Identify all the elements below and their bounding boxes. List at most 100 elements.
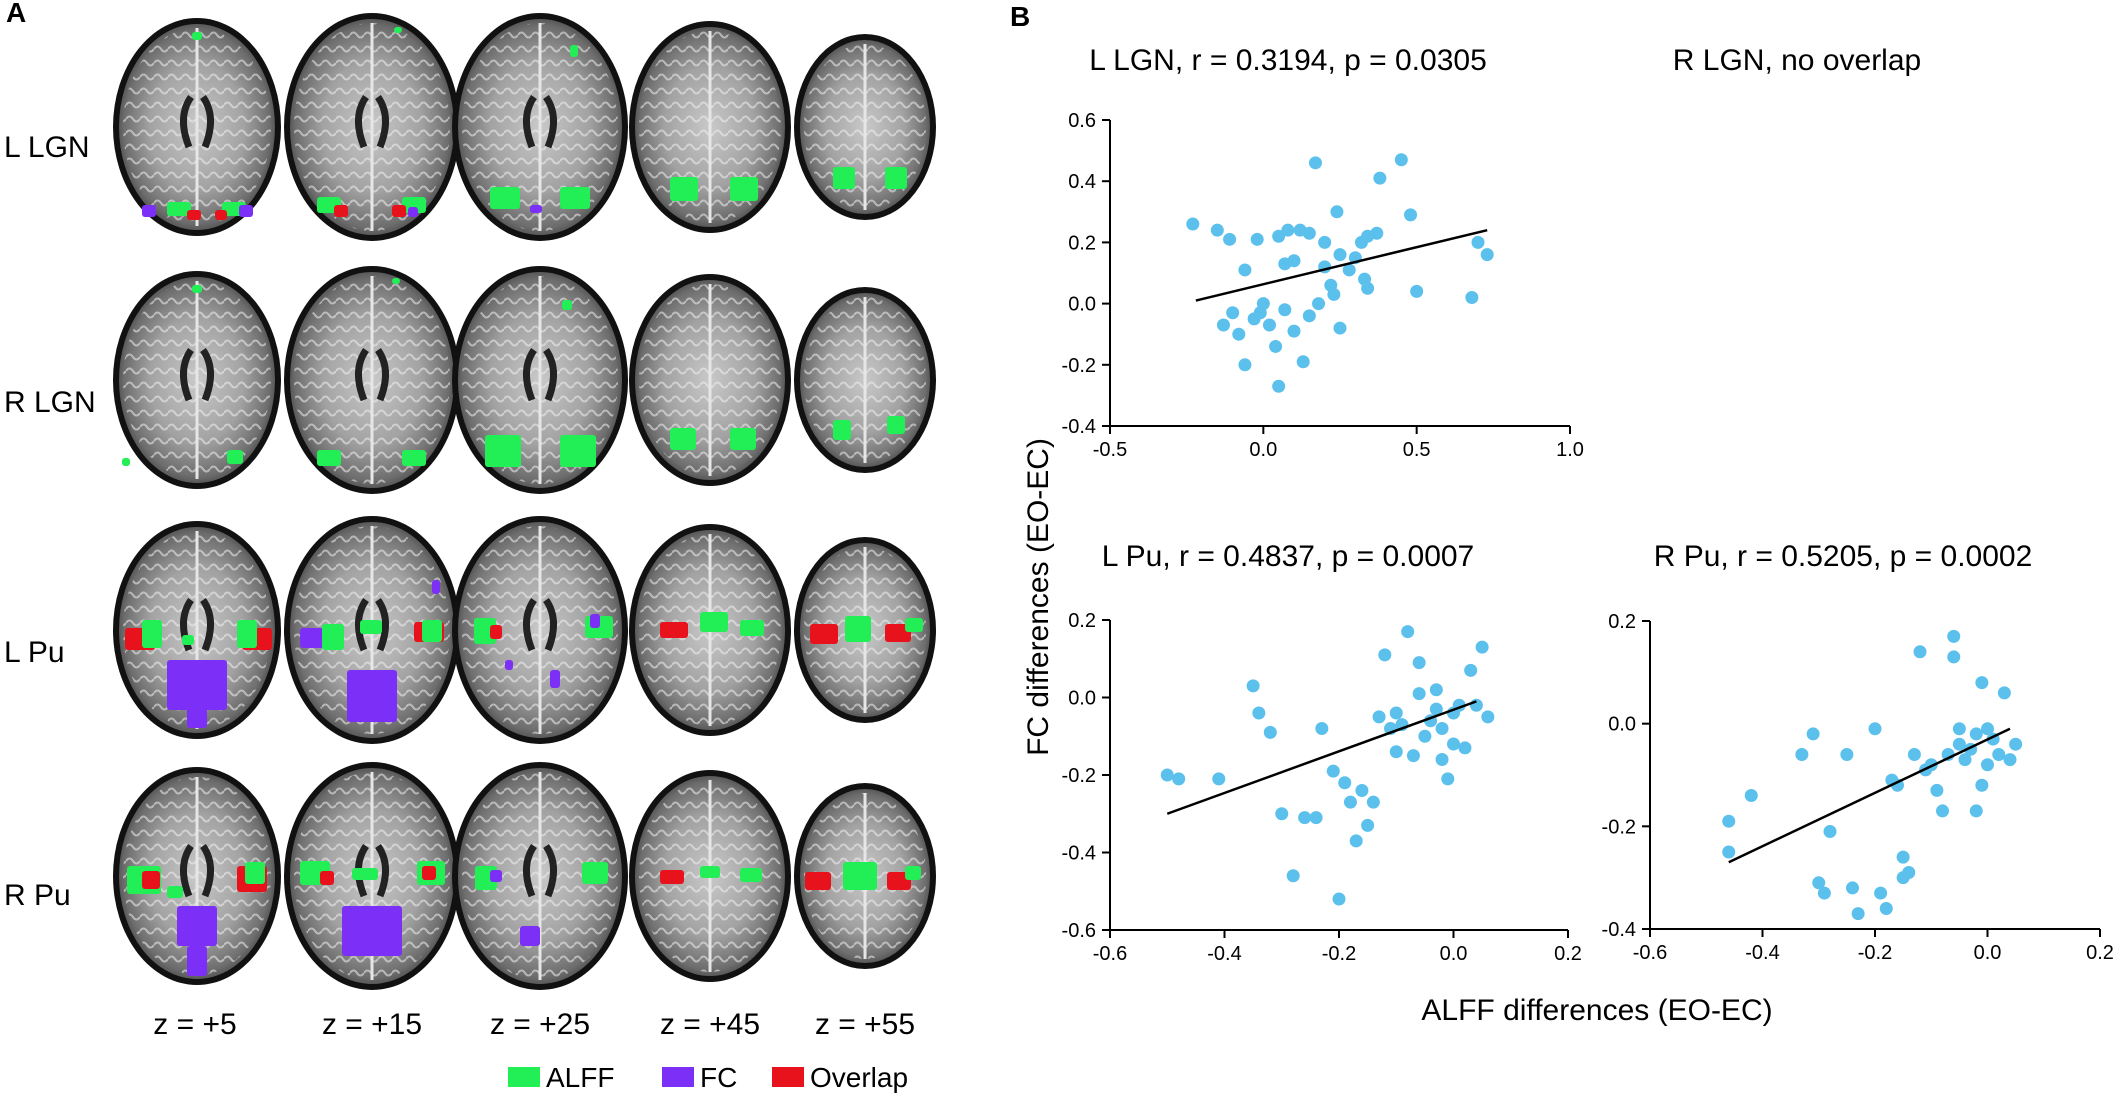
- activation-blob: [550, 670, 560, 688]
- y-tick-label: 0.2: [1608, 611, 1636, 633]
- data-point: [1327, 287, 1341, 301]
- brain-slice: [452, 266, 628, 494]
- activation-blob: [394, 27, 402, 33]
- activation-blob: [402, 450, 426, 466]
- chart-title: L Pu, r = 0.4837, p = 0.0007: [1102, 540, 1475, 573]
- data-point: [1722, 845, 1736, 859]
- data-point: [1394, 153, 1408, 167]
- x-tick-label: 0.0: [1440, 943, 1468, 965]
- brain-slice: [113, 18, 281, 236]
- brain-slice: [794, 287, 936, 473]
- activation-blob: [227, 450, 243, 464]
- activation-blob: [360, 620, 382, 634]
- data-point: [1361, 818, 1375, 832]
- data-point: [1969, 804, 1983, 818]
- data-point: [1907, 747, 1921, 761]
- data-point: [1223, 232, 1237, 246]
- row-label-r-lgn: R LGN: [4, 386, 96, 419]
- regression-line: [1195, 228, 1488, 302]
- scatter-chart-1: L LGN, r = 0.3194, p = 0.0305 -0.5 0.0 0.5 1…: [1062, 44, 1584, 461]
- brain-slice: [113, 767, 281, 985]
- data-point: [1879, 901, 1893, 915]
- data-point: [1343, 795, 1357, 809]
- y-tick-label: -0.4: [1062, 416, 1096, 438]
- activation-blob: [505, 660, 513, 670]
- chart-title-r-lgn: R LGN, no overlap: [1673, 44, 1921, 77]
- activation-blob: [142, 871, 160, 889]
- activation-blob: [167, 660, 227, 710]
- legend-label-alff: ALFF: [546, 1062, 614, 1093]
- data-point: [1160, 768, 1174, 782]
- activation-blob: [239, 205, 253, 217]
- activation-blob: [392, 205, 406, 217]
- brain-slice: [452, 516, 628, 744]
- legend-swatch-overlap: [772, 1067, 804, 1087]
- data-point: [1722, 814, 1736, 828]
- activation-blob: [590, 614, 600, 628]
- activation-blob: [905, 618, 923, 632]
- panel-b-label: B: [1010, 1, 1030, 32]
- data-point: [1378, 648, 1392, 662]
- legend-swatch-alff: [508, 1067, 540, 1087]
- data-point: [1216, 318, 1230, 332]
- activation-blob: [142, 205, 156, 217]
- data-point: [1429, 683, 1443, 697]
- chart-title: L LGN, r = 0.3194, p = 0.0305: [1089, 44, 1487, 77]
- data-point: [1823, 824, 1837, 838]
- activation-blob: [560, 187, 590, 209]
- y-tick-label: 0.6: [1068, 110, 1096, 132]
- activation-blob: [122, 458, 130, 466]
- activation-blob: [432, 580, 440, 594]
- row-label-l-pu: L Pu: [4, 636, 65, 669]
- y-tick-label: -0.2: [1062, 355, 1096, 377]
- brain-slice: [452, 13, 628, 241]
- brain-slice: [284, 13, 460, 241]
- data-point: [1286, 869, 1300, 883]
- activation-blob: [167, 886, 183, 898]
- slice-label-z5: z = +5: [153, 1008, 236, 1041]
- x-tick-label: -0.2: [1858, 942, 1892, 964]
- activation-blob: [905, 866, 921, 880]
- data-point: [1262, 318, 1276, 332]
- activation-blob: [322, 624, 344, 650]
- data-point: [1302, 309, 1316, 323]
- x-tick-label: 0.5: [1403, 439, 1431, 461]
- data-point: [1210, 223, 1224, 237]
- activation-blob: [730, 428, 756, 450]
- data-point: [1238, 263, 1252, 277]
- data-point: [1795, 747, 1809, 761]
- activation-blob: [582, 862, 608, 884]
- activation-blob: [215, 210, 227, 220]
- x-tick-label: 0.2: [1554, 943, 1582, 965]
- activation-blob: [833, 167, 855, 189]
- data-point: [1373, 171, 1387, 185]
- scatter-chart-2: L Pu, r = 0.4837, p = 0.0007 -0.6 -0.4 -0.2…: [1062, 540, 1582, 965]
- y-tick-label: 0.4: [1068, 171, 1096, 193]
- x-tick-label: -0.5: [1093, 439, 1127, 461]
- activation-blob: [805, 872, 831, 890]
- data-point: [1372, 710, 1386, 724]
- data-point: [1272, 379, 1286, 393]
- slice-label-z15: z = +15: [322, 1008, 422, 1041]
- activation-blob: [177, 906, 217, 946]
- y-axis-title: FC differences (EO-EC): [1022, 438, 1055, 756]
- x-tick-label: 0.0: [1249, 439, 1277, 461]
- row-label-r-pu: R Pu: [4, 879, 71, 912]
- brain-slice: [629, 21, 791, 233]
- data-point: [1447, 737, 1460, 751]
- legend: ALFF FC Overlap: [508, 1062, 908, 1093]
- data-point: [1412, 687, 1426, 701]
- x-tick-label: -0.2: [1322, 943, 1356, 965]
- data-point: [1475, 640, 1489, 654]
- data-point: [1333, 248, 1347, 262]
- activation-blob: [392, 278, 400, 284]
- y-tick-label: 0.2: [1068, 232, 1096, 254]
- activation-blob: [192, 32, 202, 40]
- activation-blob: [660, 622, 688, 638]
- activation-blob: [570, 45, 578, 57]
- data-point: [1338, 776, 1352, 790]
- data-point: [1278, 303, 1292, 317]
- y-tick-label: 0.0: [1608, 714, 1636, 736]
- activation-blob: [885, 624, 911, 642]
- activation-blob: [192, 285, 202, 293]
